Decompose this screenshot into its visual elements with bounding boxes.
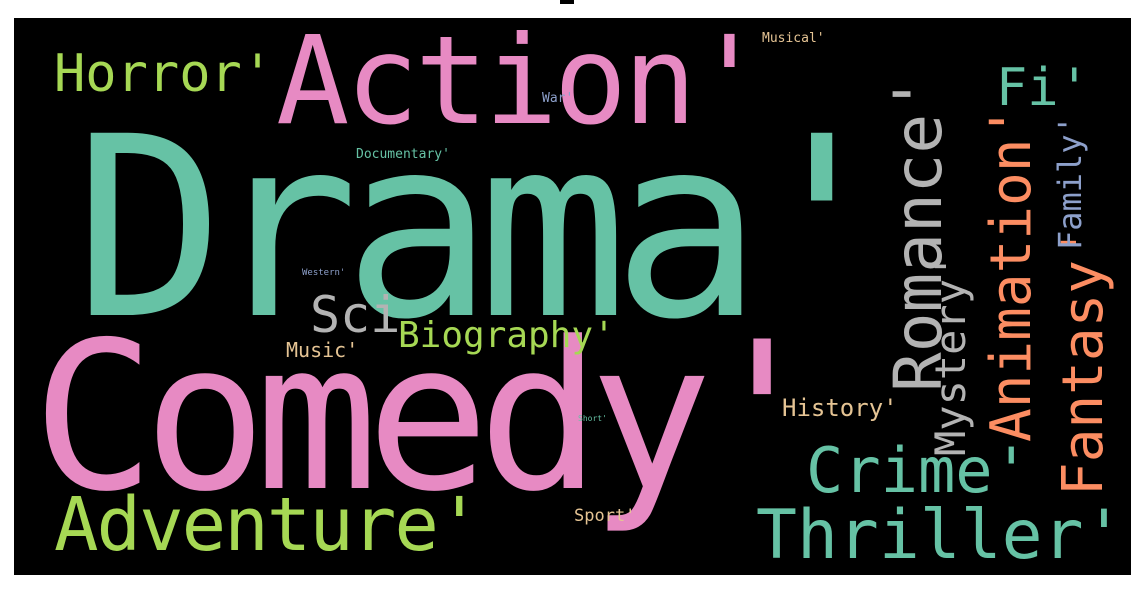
- word-crime: Crime': [806, 434, 1030, 507]
- word-horror: Horror': [54, 44, 274, 104]
- word-mystery: Mystery': [926, 253, 975, 456]
- word-thriller: Thriller': [756, 496, 1125, 575]
- top-tick-mark: [560, 0, 574, 4]
- word-action: Action': [276, 18, 766, 152]
- word-history: History': [782, 394, 898, 422]
- word-western: Western': [302, 268, 346, 278]
- word-war: War': [542, 91, 574, 106]
- word-documentary: Documentary': [356, 147, 450, 162]
- word-short: Short': [578, 414, 607, 423]
- word-biography: Biography': [398, 315, 615, 356]
- word-sci: Sci: [310, 286, 401, 344]
- word-musical: Musical': [762, 31, 825, 46]
- word-drama: Drama': [74, 83, 897, 374]
- wordcloud-canvas: Drama' Comedy' Action' Horror' Adventure…: [14, 18, 1131, 575]
- word-adventure: Adventure': [54, 482, 482, 568]
- word-comedy: Comedy': [32, 299, 824, 537]
- word-fi: Fi': [996, 58, 1090, 118]
- word-fantasy: Fantasy': [1051, 226, 1116, 496]
- word-family: Family': [1051, 115, 1089, 250]
- word-animation: Animation': [979, 104, 1044, 442]
- word-sport: Sport': [574, 506, 636, 526]
- word-music: Music': [286, 338, 359, 362]
